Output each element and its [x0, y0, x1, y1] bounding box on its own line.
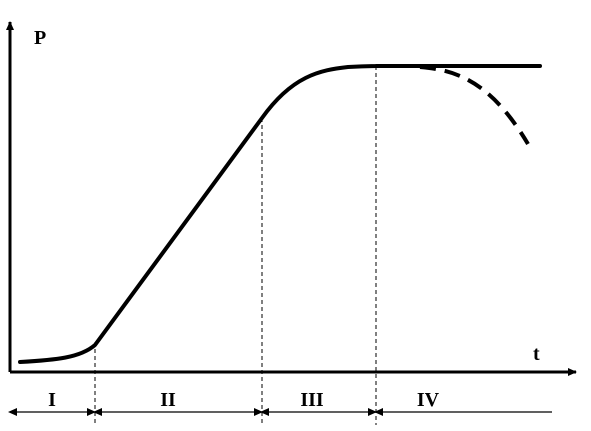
decline-curve: [419, 65, 530, 146]
phase-label-4: IV: [417, 389, 440, 411]
growth-curve: [18, 64, 542, 364]
phase-label-3: III: [300, 389, 324, 411]
y-axis-label: P: [34, 27, 46, 49]
phase-label-1: I: [48, 389, 56, 411]
phase-label-2: II: [160, 389, 176, 411]
x-axis-label: t: [533, 343, 540, 365]
